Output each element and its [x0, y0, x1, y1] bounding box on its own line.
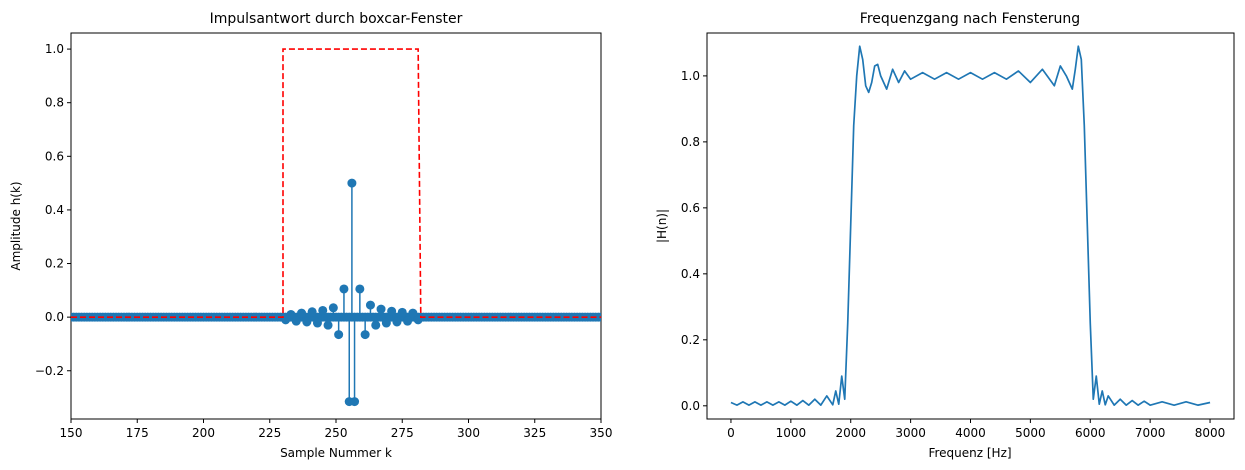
right-y-axis-ticks: 0.0 0.2 0.4 0.6 0.8 1.0 [681, 69, 707, 413]
right-ytick-label: 0.4 [681, 267, 700, 281]
stem-marker [408, 308, 418, 318]
stem-marker [403, 316, 413, 326]
left-xtick-label: 275 [391, 426, 414, 440]
stem-marker [323, 320, 333, 330]
right-xtick-label: 5000 [1015, 426, 1046, 440]
left-plot-area [70, 32, 602, 420]
stem-marker [334, 330, 344, 340]
right-ytick-label: 1.0 [681, 69, 700, 83]
stem-marker [307, 307, 317, 317]
left-plot-content [71, 48, 601, 407]
left-ytick-label: 0.4 [45, 203, 64, 217]
stem-marker [347, 178, 357, 188]
right-ytick-label: 0.0 [681, 399, 700, 413]
stem-marker [328, 303, 338, 313]
left-y-axis-label: Amplitude h(k) [9, 181, 23, 270]
boxcar-window-line [71, 48, 601, 318]
stem-marker [297, 308, 307, 318]
right-xtick-label: 6000 [1075, 426, 1106, 440]
right-x-axis-label: Frequenz [Hz] [928, 446, 1011, 460]
right-xtick-label: 0 [727, 426, 735, 440]
right-plot-area [706, 32, 1235, 420]
right-ytick-label: 0.8 [681, 135, 700, 149]
right-xtick-label: 8000 [1195, 426, 1226, 440]
left-ytick-label: 0.8 [45, 96, 64, 110]
stem-marker [318, 305, 328, 315]
stem-marker [312, 318, 322, 328]
right-y-axis-label: |H(n)| [655, 209, 669, 243]
left-ytick-label: 1.0 [45, 42, 64, 56]
right-xtick-label: 7000 [1135, 426, 1166, 440]
right-ytick-label: 0.2 [681, 333, 700, 347]
stem-marker [392, 317, 402, 327]
stem-marker [387, 306, 397, 316]
left-ytick-label: 0.2 [45, 257, 64, 271]
left-x-axis-label: Sample Nummer k [280, 446, 392, 460]
right-xtick-label: 1000 [776, 426, 807, 440]
stem-marker [381, 318, 391, 328]
left-ytick-label: 0.6 [45, 149, 64, 163]
left-xtick-label: 300 [457, 426, 480, 440]
left-x-axis-ticks: 150 175 200 225 250 275 300 325 350 [60, 419, 613, 440]
stem-marker [360, 330, 370, 340]
left-title: Impulsantwort durch boxcar-Fenster [210, 11, 463, 27]
right-title: Frequenzgang nach Fensterung [860, 11, 1080, 27]
left-xtick-label: 150 [60, 426, 83, 440]
stem-marker [397, 307, 407, 317]
right-xtick-label: 3000 [895, 426, 926, 440]
left-xtick-label: 225 [258, 426, 281, 440]
chart-right: Frequenzgang nach Fensterung 0 1000 2000 30… [655, 11, 1235, 460]
chart-left: Impulsantwort durch boxcar-Fenster 150 17… [9, 11, 612, 460]
right-plot-content [730, 45, 1211, 406]
left-xtick-label: 325 [523, 426, 546, 440]
stem-marker [371, 320, 381, 330]
stem-marker [350, 397, 360, 407]
right-xtick-label: 4000 [955, 426, 986, 440]
stem-marker [365, 300, 375, 310]
stem-marker [355, 284, 365, 294]
stem-marker [339, 284, 349, 294]
right-ytick-label: 0.6 [681, 201, 700, 215]
left-xtick-label: 200 [192, 426, 215, 440]
stem-marker [286, 309, 296, 319]
left-xtick-label: 250 [325, 426, 348, 440]
right-xtick-label: 2000 [835, 426, 866, 440]
left-xtick-label: 175 [126, 426, 149, 440]
frequency-response-line [730, 45, 1211, 406]
left-ytick-label: 0.0 [45, 310, 64, 324]
stem-marker [376, 304, 386, 314]
stem-marker [302, 317, 312, 327]
left-xtick-label: 350 [590, 426, 613, 440]
left-y-axis-ticks: −0.2 0.0 0.2 0.4 0.6 0.8 1.0 [35, 42, 71, 378]
left-ytick-label: −0.2 [35, 364, 64, 378]
stem-marker [291, 316, 301, 326]
right-x-axis-ticks: 0 1000 2000 3000 4000 5000 6000 7000 8000 [727, 419, 1225, 440]
